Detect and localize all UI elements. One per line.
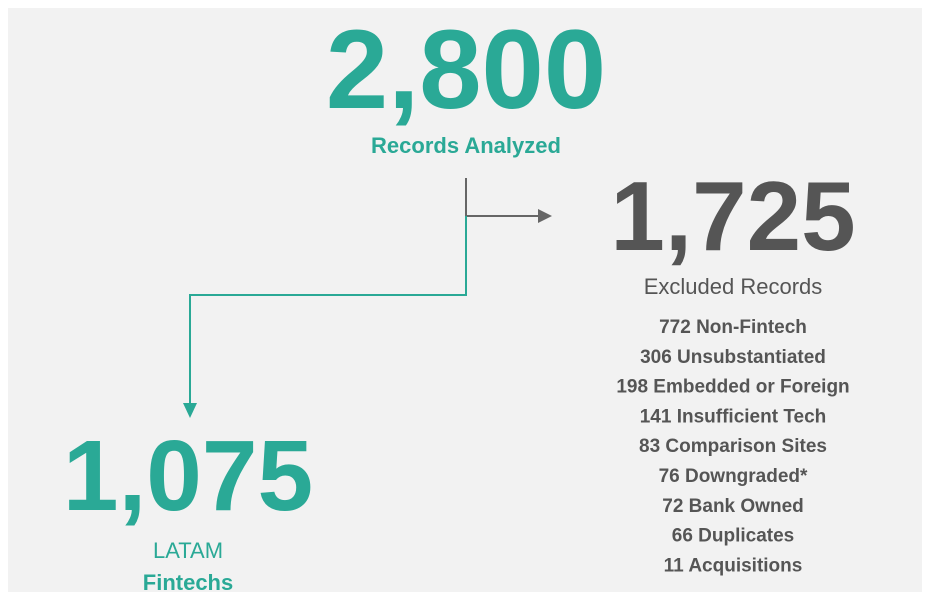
- total-value: 2,800: [326, 7, 606, 132]
- reason: 772 Non-Fintech: [659, 317, 807, 338]
- excluded-value: 1,725: [610, 161, 855, 271]
- reason: 141 Insufficient Tech: [640, 406, 827, 427]
- excluded-label: Excluded Records: [644, 274, 823, 299]
- reason: 11 Acquisitions: [664, 555, 803, 576]
- included-label: Fintechs: [143, 570, 233, 595]
- reason-list: 772 Non-Fintech 306 Unsubstantiated 198 Em…: [616, 317, 849, 576]
- included-value: 1,075: [63, 420, 313, 532]
- included-label: LATAM: [153, 538, 223, 563]
- connector: [189, 216, 467, 405]
- reason: 198 Embedded or Foreign: [616, 377, 849, 398]
- reason: 76 Downgraded*: [659, 466, 808, 487]
- total-label: Records Analyzed: [371, 133, 561, 158]
- reason: 83 Comparison Sites: [639, 436, 827, 457]
- arrowhead: [538, 209, 552, 223]
- arrowhead: [183, 403, 197, 418]
- reason: 66 Duplicates: [672, 526, 795, 547]
- reason: 72 Bank Owned: [662, 496, 804, 517]
- background: [8, 8, 922, 592]
- reason: 306 Unsubstantiated: [640, 347, 826, 368]
